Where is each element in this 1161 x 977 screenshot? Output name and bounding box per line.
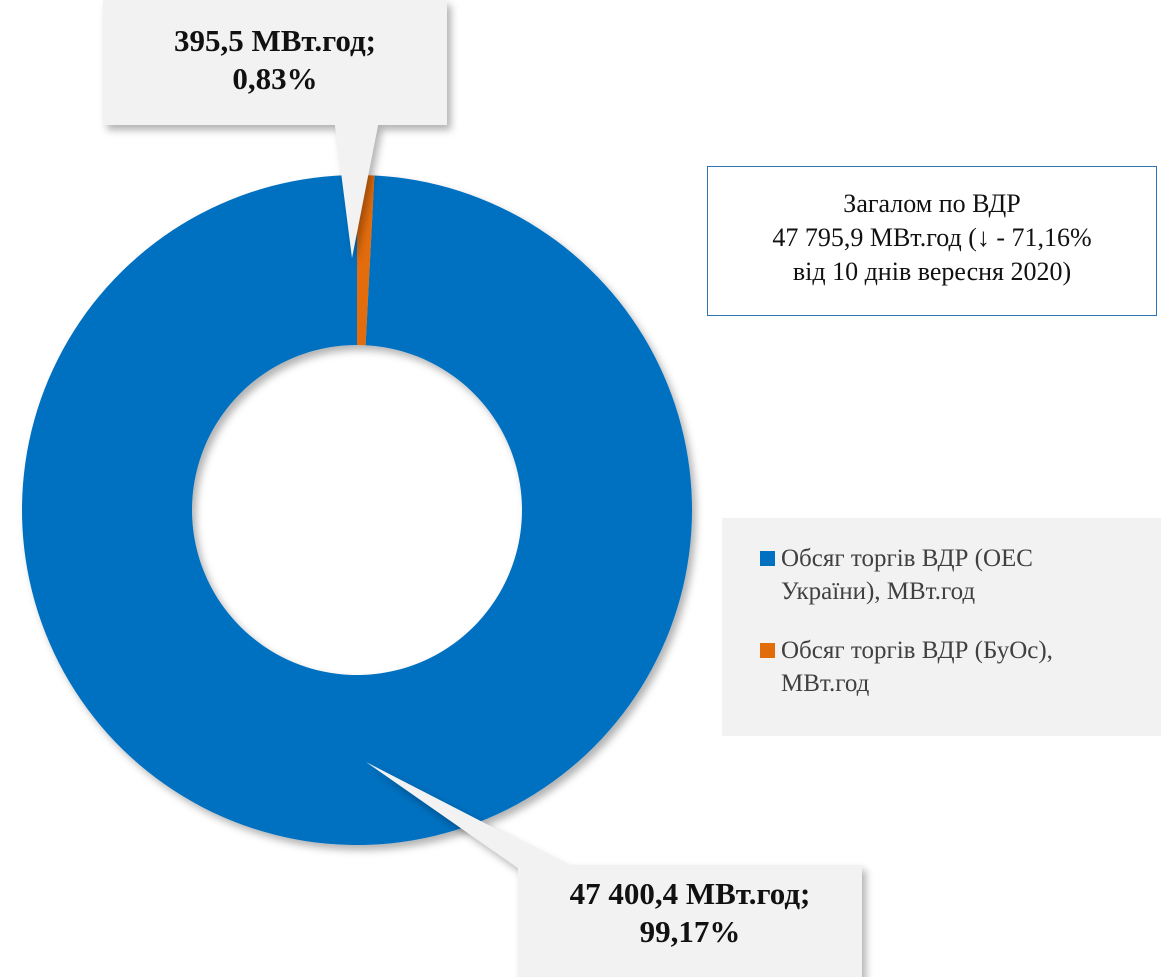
- summary-line-1: Загалом по ВДР: [843, 189, 1021, 218]
- legend-item-oes: Обсяг торгів ВДР (ОЕС України), МВт.год: [760, 542, 1161, 608]
- callout-box-buos: [103, 0, 447, 258]
- data-label-buos-percent: 0,83%: [232, 61, 318, 96]
- data-label-oes-percent: 99,17%: [639, 914, 741, 949]
- legend-swatch-oes: [760, 551, 775, 566]
- data-label-oes: 47 400,4 МВт.год; 99,17%: [520, 875, 860, 951]
- summary-line-2: 47 795,9 МВт.год (↓ - 71,16%: [772, 223, 1092, 252]
- data-label-buos-value: 395,5 МВт.год;: [174, 23, 376, 58]
- legend-label-buos: Обсяг торгів ВДР (БуОс), МВт.год: [781, 637, 1053, 697]
- legend-swatch-buos: [760, 643, 775, 658]
- data-label-oes-value: 47 400,4 МВт.год;: [569, 876, 811, 911]
- summary-line-3: від 10 днів вересня 2020): [792, 257, 1072, 286]
- legend: Обсяг торгів ВДР (ОЕС України), МВт.год …: [722, 518, 1161, 736]
- donut-slice-buos: [357, 175, 375, 346]
- data-label-buos: 395,5 МВт.год; 0,83%: [105, 22, 445, 98]
- legend-item-buos: Обсяг торгів ВДР (БуОс), МВт.год: [760, 634, 1161, 700]
- legend-label-oes: Обсяг торгів ВДР (ОЕС України), МВт.год: [781, 545, 1033, 605]
- summary-textbox: Загалом по ВДР 47 795,9 МВт.год (↓ - 71,…: [707, 166, 1157, 316]
- callout-box-oes: [366, 762, 862, 977]
- donut-slice-oes: [21, 174, 692, 845]
